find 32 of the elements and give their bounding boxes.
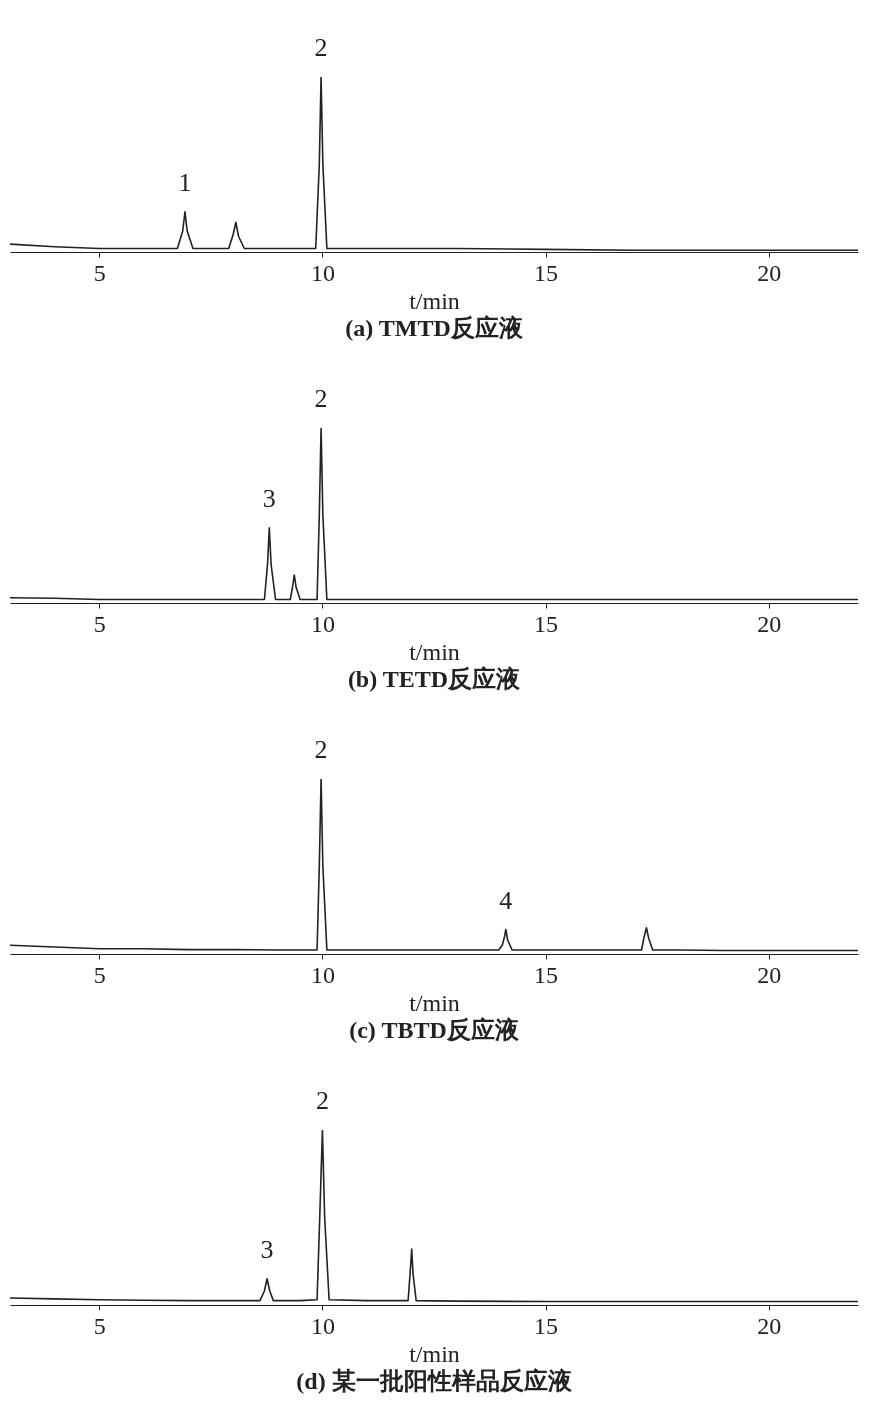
text: (a) TMTD反应液 <box>345 315 524 341</box>
x-tick-label: 5 <box>93 961 106 988</box>
annotation: 2 <box>314 384 328 413</box>
x-axis-title: t/min <box>409 638 460 665</box>
annotation: 1 <box>178 167 192 197</box>
x-axis-title: t/min <box>409 1340 460 1367</box>
annotation: 2 <box>314 33 328 62</box>
x-tick-label: 10 <box>310 610 335 637</box>
x-tick-label: 20 <box>757 1312 782 1339</box>
x-tick-label: 20 <box>757 259 782 286</box>
x-tick-label: 15 <box>534 259 559 286</box>
x-tick-label: 5 <box>93 259 106 286</box>
x-tick-label: 10 <box>310 961 335 988</box>
text: (b) TETD反应液 <box>347 666 522 692</box>
x-tick-label: 15 <box>534 1312 559 1339</box>
text: (c) TBTD反应液 <box>349 1017 520 1043</box>
x-tick-label: 15 <box>534 961 559 988</box>
x-axis-title: t/min <box>409 989 460 1016</box>
annotation: 4 <box>499 885 513 915</box>
x-tick-label: 10 <box>310 1312 335 1339</box>
x-tick-label: 5 <box>93 610 106 637</box>
x-tick-label: 20 <box>757 961 782 988</box>
x-tick-label: 15 <box>534 610 559 637</box>
annotation: 3 <box>260 1234 274 1264</box>
x-tick-label: 10 <box>310 259 335 286</box>
annotation: 2 <box>314 735 328 764</box>
x-tick-label: 5 <box>93 1312 106 1339</box>
x-tick-label: 20 <box>757 610 782 637</box>
annotation: 2 <box>315 1086 329 1115</box>
annotation: 3 <box>262 483 276 513</box>
text: (d) 某一批阳性样品反应液 <box>296 1368 573 1394</box>
x-axis-title: t/min <box>409 287 460 314</box>
